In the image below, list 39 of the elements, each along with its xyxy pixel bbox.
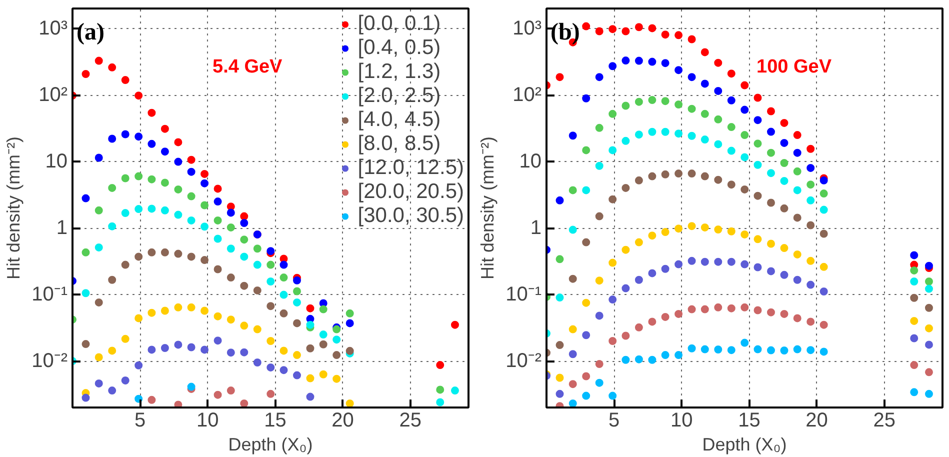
x-tick-label: 5 (608, 410, 620, 432)
y-tick-label: 1 (530, 217, 542, 240)
y-tick-label: 10 (519, 150, 542, 173)
y-tick-label: 10² (38, 84, 68, 106)
x-tick-label: 15 (264, 410, 286, 432)
y-tick-label: 10² (512, 84, 542, 106)
x-tick-label: 10 (670, 410, 693, 432)
x-tick-label: 25 (873, 410, 896, 432)
x-axis-title: Depth (X₀) (228, 434, 313, 454)
x-axis-title: Depth (X₀) (702, 434, 787, 454)
x-tick-label: 5 (134, 410, 146, 432)
annotation: 100 GeV (756, 56, 832, 78)
y-tick-label: 10³ (512, 18, 542, 40)
y-tick-label: 10⁻² (32, 350, 68, 372)
x-tick-label: 25 (399, 410, 422, 432)
y-axis-title: Hit density (mm⁻²) (478, 136, 498, 280)
annotation: 5.4 GeV (212, 56, 283, 78)
legend-label: [0.4, 0.5) (358, 36, 441, 60)
y-tick-label: 10⁻¹ (506, 284, 542, 306)
y-tick-label: 10⁻¹ (32, 284, 68, 306)
legend-label: [4.0, 4.5) (358, 108, 441, 132)
y-tick-label: 10 (45, 150, 68, 173)
y-tick-label: 1 (56, 217, 68, 240)
y-tick-label: 10⁻² (506, 350, 542, 372)
legend-label: [8.0, 8.5) (358, 132, 441, 156)
annotation: (a) (76, 20, 104, 46)
x-tick-label: 10 (196, 410, 219, 432)
legend-label: [0.0, 0.1) (358, 12, 441, 36)
legend-label: [30.0, 30.5) (358, 204, 464, 228)
legend-label: [2.0, 2.5) (358, 84, 441, 108)
y-axis-title: Hit density (mm⁻²) (4, 136, 24, 280)
x-tick-label: 15 (738, 410, 760, 432)
legend-label: [1.2, 1.3) (358, 60, 441, 84)
legend-label: [20.0, 20.5) (358, 180, 464, 204)
annotation: (b) (550, 20, 580, 46)
legend-label: [12.0, 12.5) (358, 156, 464, 180)
y-tick-label: 10³ (38, 18, 68, 40)
x-tick-label: 20 (806, 410, 828, 432)
x-tick-label: 20 (332, 410, 354, 432)
